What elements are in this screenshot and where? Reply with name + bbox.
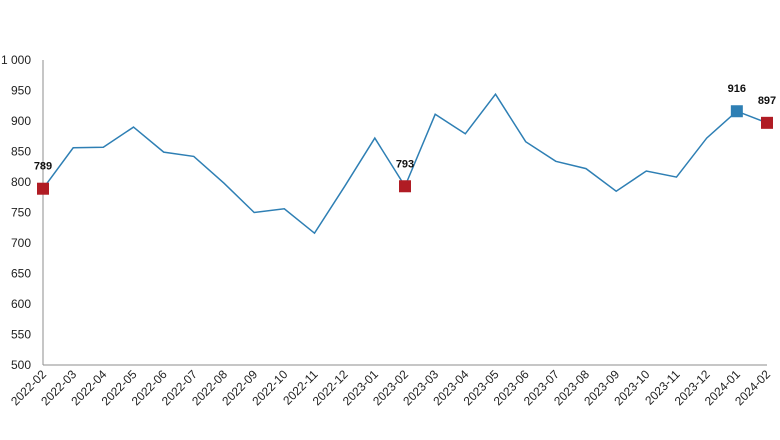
y-tick-label: 700 [11,236,31,250]
y-axis: 500 550 600 650 700 750 800 850 900 950 1 000 [1,53,44,372]
x-axis: 2022-022022-032022-042022-052022-062022-… [8,364,773,408]
data-label: 789 [34,161,52,173]
y-tick-label: 750 [11,206,31,220]
highlight-marker [37,182,49,195]
highlight-marker [761,116,773,129]
y-tick-label: 600 [11,297,31,311]
y-tick-label: 950 [11,84,31,98]
y-tick-label: 650 [11,267,31,281]
highlight-markers: 789 793 916 897 [34,83,776,195]
highlight-marker [730,105,743,118]
y-tick-label: 1 000 [1,53,31,67]
y-tick-label: 850 [11,145,31,159]
y-tick-label: 900 [11,114,31,128]
highlight-marker [399,180,411,193]
data-label: 916 [728,83,746,95]
data-label: 793 [396,158,414,170]
y-tick-label: 550 [11,328,31,342]
y-tick-label: 800 [11,175,31,189]
y-tick-label: 500 [11,358,31,372]
data-label: 897 [758,95,776,107]
